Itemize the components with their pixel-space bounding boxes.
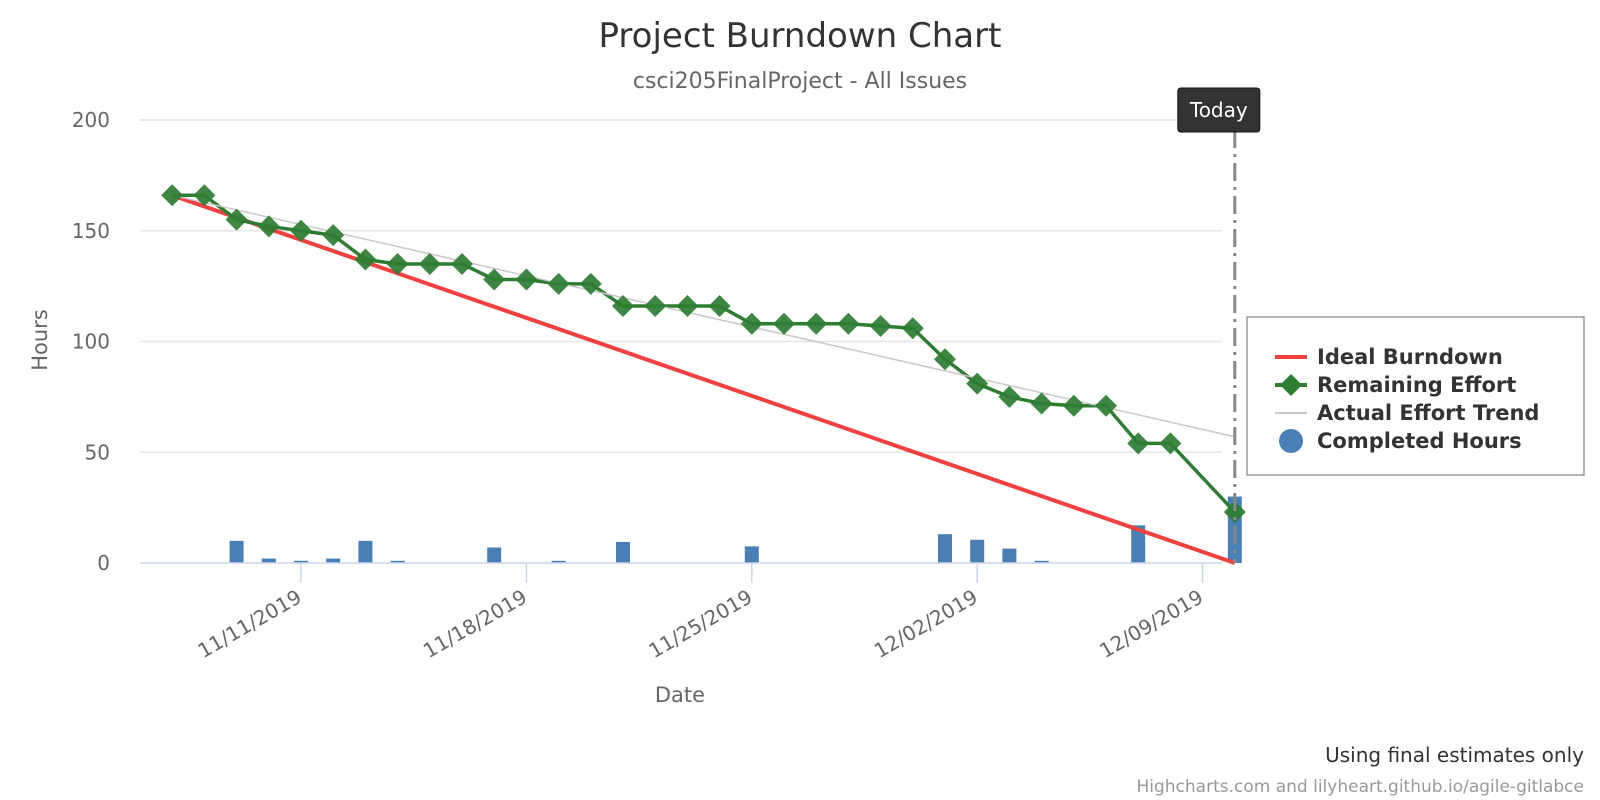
- remaining-effort-markers: [161, 184, 1246, 524]
- remaining-effort-point: [161, 184, 184, 207]
- y-axis-title: Hours: [28, 309, 52, 371]
- y-tick-label: 50: [85, 440, 110, 464]
- today-marker: Today: [1177, 87, 1261, 563]
- legend-item-actual-effort-trend[interactable]: Actual Effort Trend: [1317, 401, 1539, 425]
- remaining-effort-point: [225, 208, 248, 231]
- x-tick-label: 12/09/2019: [1095, 585, 1207, 663]
- series-lines: [171, 193, 1237, 565]
- x-tick-label: 12/02/2019: [870, 585, 982, 663]
- chart-title: Project Burndown Chart: [599, 16, 1002, 56]
- remaining-effort-point: [418, 252, 441, 275]
- completed-hours-bar: [229, 540, 244, 563]
- remaining-effort-point: [451, 252, 473, 275]
- remaining-effort-point: [708, 295, 731, 318]
- today-label-box: [1177, 87, 1261, 133]
- completed-hours-bar: [938, 534, 952, 563]
- remaining-effort-point: [322, 224, 345, 247]
- today-label: Today: [1189, 98, 1248, 122]
- completed-hours-bar: [1002, 548, 1017, 563]
- remaining-effort-point: [515, 268, 538, 291]
- remaining-effort-point: [837, 312, 860, 335]
- remaining-effort-point: [901, 317, 924, 340]
- remaining-effort-point: [869, 314, 892, 337]
- remaining-effort-point: [193, 184, 216, 207]
- x-tick-label: 11/25/2019: [644, 585, 756, 663]
- completed-hours-bar: [551, 560, 566, 563]
- completed-hours-bar: [1131, 525, 1146, 563]
- completed-hours-bar: [261, 558, 276, 563]
- estimates-note: Using final estimates only: [1325, 743, 1584, 767]
- remaining-effort-point: [676, 295, 699, 318]
- completed-hours-bar: [1034, 560, 1049, 563]
- y-tick-label: 0: [97, 551, 110, 575]
- remaining-effort-point: [1127, 432, 1150, 455]
- legend: Ideal Burndown Remaining Effort Actual E…: [1246, 316, 1585, 476]
- remaining-effort-point: [354, 248, 377, 271]
- remaining-effort-point: [966, 372, 989, 395]
- legend-item-ideal-burndown[interactable]: Ideal Burndown: [1317, 345, 1503, 369]
- grid-lines: [140, 119, 1222, 453]
- completed-hours-bar: [487, 547, 502, 563]
- remaining-effort-point: [547, 272, 570, 295]
- completed-hours-bar: [970, 539, 985, 563]
- remaining-effort-point: [612, 295, 634, 318]
- remaining-effort-point: [1095, 394, 1117, 417]
- remaining-effort-point: [1062, 394, 1085, 417]
- remaining-effort-point: [1159, 432, 1182, 455]
- remaining-effort-point: [1030, 392, 1053, 415]
- actual-effort-trend-line: [172, 194, 1235, 438]
- legend-box: [1246, 316, 1585, 476]
- completed-hours-bar: [616, 541, 630, 563]
- completed-hours-bar: [358, 540, 373, 563]
- completed-hours-bar: [294, 560, 308, 563]
- remaining-effort-point: [290, 219, 312, 242]
- ideal-burndown-line: [171, 193, 1236, 565]
- legend-item-remaining-effort[interactable]: Remaining Effort: [1317, 373, 1516, 397]
- remaining-effort-point: [483, 268, 506, 291]
- remaining-effort-point: [386, 252, 409, 275]
- axes: 0 50 100 150 200 11/11/2019 11/18/2019 11/25/20…: [72, 108, 1222, 663]
- y-tick-label: 150: [72, 219, 110, 243]
- completed-hours-bar: [744, 546, 759, 563]
- remaining-effort-point: [934, 348, 956, 371]
- x-tick-label: 11/11/2019: [194, 585, 306, 663]
- remaining-effort-point: [773, 312, 795, 335]
- legend-remaining-diamond-icon: [1280, 374, 1302, 396]
- remaining-effort-point: [579, 272, 602, 295]
- chart-subtitle: csci205FinalProject - All Issues: [633, 69, 967, 94]
- y-tick-label: 100: [72, 330, 110, 354]
- remaining-effort-point: [1223, 501, 1246, 524]
- y-tick-label: 200: [72, 108, 110, 132]
- remaining-effort-point: [805, 312, 828, 335]
- remaining-effort-point: [257, 215, 280, 238]
- completed-hours-bar: [390, 560, 405, 563]
- x-axis-title: Date: [655, 683, 705, 707]
- credits-link[interactable]: Highcharts.com and lilyheart.github.io/a…: [1136, 777, 1584, 797]
- remaining-effort-point: [740, 312, 763, 335]
- completed-hours-bar: [326, 558, 341, 563]
- completed-hours-bars: [229, 496, 1242, 563]
- remaining-effort-point: [998, 385, 1021, 408]
- legend-item-completed-hours[interactable]: Completed Hours: [1317, 429, 1522, 453]
- remaining-effort-point: [644, 295, 667, 318]
- legend-completed-circle-icon: [1279, 429, 1303, 453]
- x-tick-label: 11/18/2019: [419, 585, 531, 663]
